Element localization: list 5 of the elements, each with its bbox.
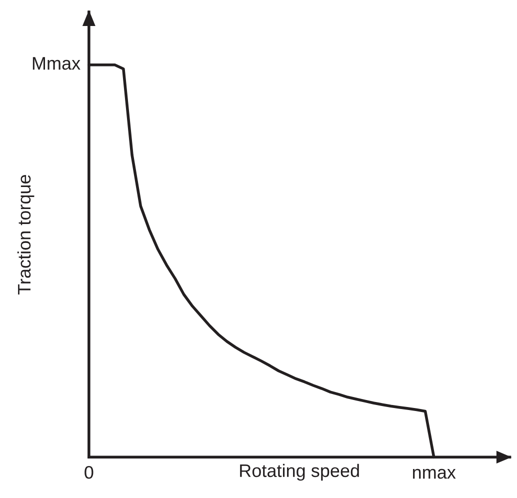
text: Mmax (32, 57, 80, 70)
text: nmax (413, 468, 456, 479)
x-axis-title: Rotating speed (240, 464, 359, 481)
text: 0 (84, 466, 94, 479)
y-axis-title: Traction torque (17, 174, 34, 295)
